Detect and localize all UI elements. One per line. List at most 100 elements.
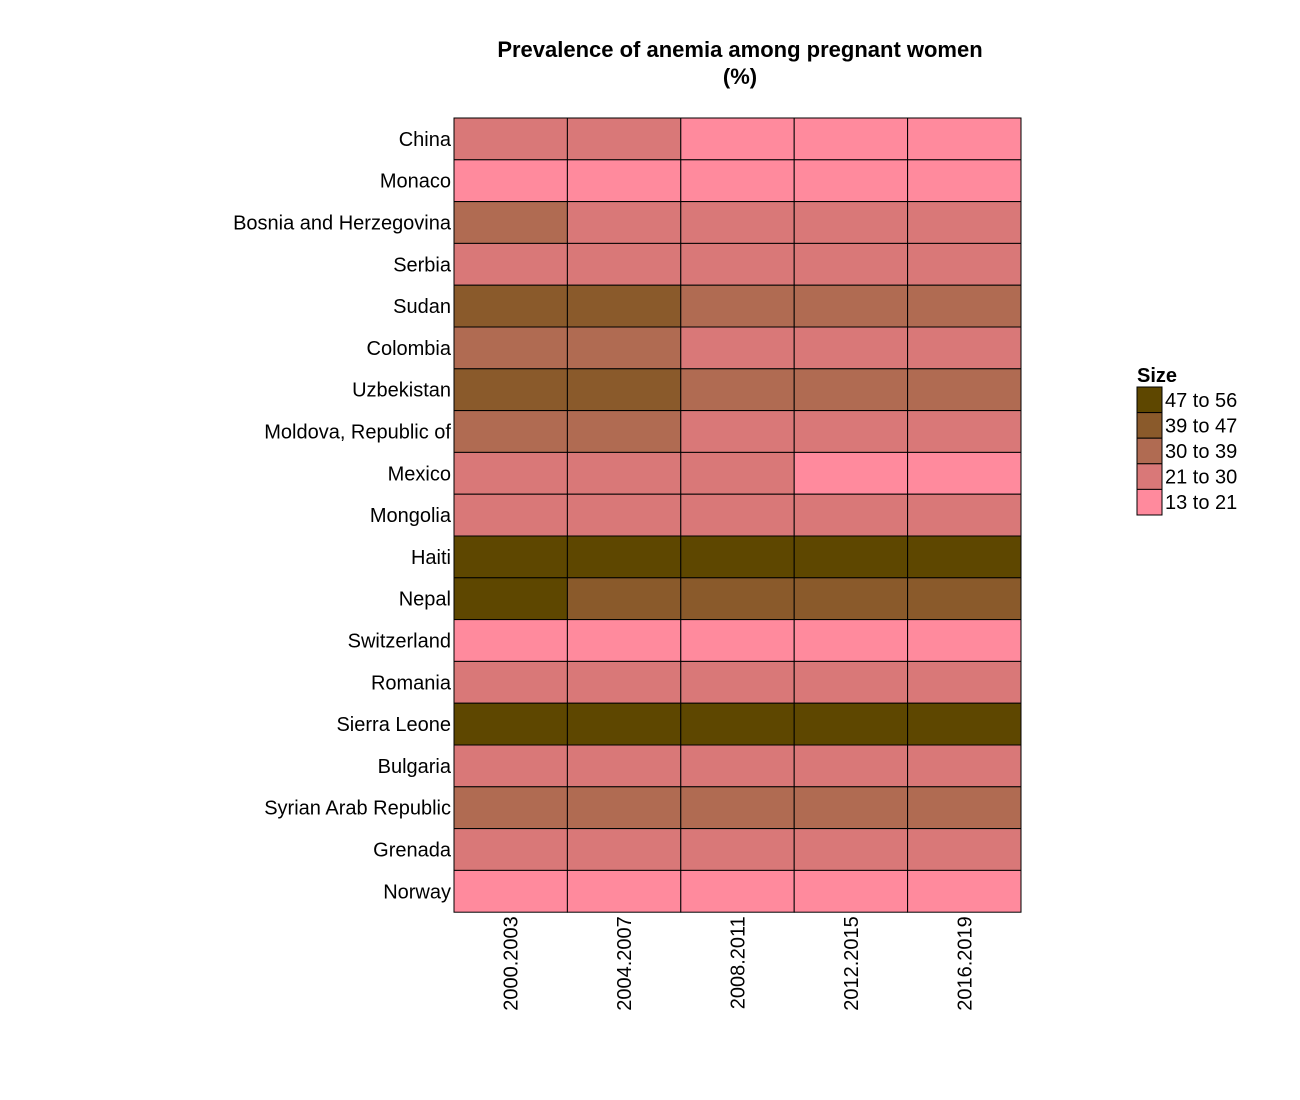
heatmap-cell	[907, 159, 1022, 203]
heatmap-cell	[680, 577, 795, 621]
row-label: Moldova, Republic of	[264, 422, 451, 444]
column-label: 2012.2015	[841, 916, 863, 1011]
legend-label: 47 to 56	[1165, 390, 1237, 412]
chart-title-line-1: Prevalence of anemia among pregnant wome…	[497, 37, 982, 62]
heatmap-cell	[907, 535, 1022, 579]
heatmap-cell	[793, 368, 909, 412]
heatmap-cell	[453, 786, 568, 830]
heatmap-cell	[680, 242, 795, 286]
row-label: Norway	[383, 881, 451, 903]
heatmap-cell	[793, 117, 909, 161]
heatmap-cell	[566, 828, 682, 871]
heatmap-cell	[680, 702, 795, 746]
heatmap-cell	[680, 201, 795, 244]
column-label: 2016.2019	[954, 916, 976, 1011]
heatmap-cell	[793, 660, 909, 704]
heatmap-cell	[793, 284, 909, 328]
heatmap-cell	[453, 577, 568, 621]
heatmap-cell	[793, 159, 909, 203]
row-label: Switzerland	[348, 631, 451, 653]
heatmap-cell	[793, 619, 909, 662]
heatmap-cell	[907, 493, 1022, 537]
legend-label: 39 to 47	[1165, 415, 1237, 437]
heatmap-cell	[680, 660, 795, 704]
row-label: Mexico	[388, 463, 451, 485]
legend-label: 30 to 39	[1165, 441, 1237, 463]
heatmap-cell	[453, 117, 568, 161]
heatmap-cell	[680, 619, 795, 662]
heatmap-cell	[566, 535, 682, 579]
heatmap-cell	[680, 493, 795, 537]
heatmap-cell	[453, 619, 568, 662]
heatmap-cell	[453, 284, 568, 328]
heatmap-cell	[907, 201, 1022, 244]
heatmap-cell	[680, 284, 795, 328]
heatmap-cell	[793, 744, 909, 788]
row-label: China	[399, 129, 452, 151]
heatmap-cell	[566, 786, 682, 830]
heatmap-cell	[907, 869, 1022, 913]
heatmap-cell	[907, 786, 1022, 830]
heatmap-cell	[907, 326, 1022, 370]
heatmap-cell	[453, 451, 568, 495]
heatmap-cell	[680, 786, 795, 830]
row-label: Haiti	[411, 547, 451, 569]
heatmap-cell	[793, 201, 909, 244]
heatmap-cell	[566, 577, 682, 621]
row-label: Sudan	[393, 296, 451, 318]
heatmap-cell	[453, 828, 568, 871]
chart-title-line-2: (%)	[723, 64, 757, 89]
heatmap-cell	[566, 326, 682, 370]
heatmap-cell	[566, 702, 682, 746]
heatmap-cell	[907, 744, 1022, 788]
column-labels: 2000.2003 2004.2007 2008.2011 2012.2015 2016…	[501, 916, 977, 1011]
heatmap-cell	[680, 368, 795, 412]
heatmap-cell	[566, 493, 682, 537]
heatmap-cell	[793, 242, 909, 286]
heatmap-cell	[907, 828, 1022, 871]
heatmap-cell	[793, 451, 909, 495]
heatmap-cell	[680, 410, 795, 453]
column-label: 2008.2011	[728, 916, 750, 1009]
row-label: Nepal	[399, 589, 451, 611]
row-label: Romania	[371, 672, 452, 694]
heatmap-cell	[566, 744, 682, 788]
heatmap-cell	[793, 828, 909, 871]
heatmap-cell	[453, 869, 568, 913]
heatmap-cell	[566, 159, 682, 203]
heatmap-cell	[453, 660, 568, 704]
heatmap-cell	[566, 451, 682, 495]
heatmap-cell	[680, 451, 795, 495]
heatmap-cell	[453, 493, 568, 537]
heatmap-cell	[453, 744, 568, 788]
heatmap-cell	[680, 828, 795, 871]
heatmap-cell	[566, 201, 682, 244]
legend-swatch	[1136, 463, 1163, 490]
heatmap-cell	[566, 869, 682, 913]
heatmap-cell	[907, 702, 1022, 746]
heatmap-cell	[793, 577, 909, 621]
row-label: Syrian Arab Republic	[264, 798, 451, 820]
heatmap-cell	[453, 702, 568, 746]
legend-label: 21 to 30	[1165, 467, 1237, 489]
column-label: 2004.2007	[614, 916, 636, 1011]
heatmap-cell	[907, 577, 1022, 621]
legend-swatch	[1136, 488, 1163, 516]
legend-swatch	[1136, 437, 1163, 465]
heatmap-cell	[453, 159, 568, 203]
heatmap-cell	[907, 410, 1022, 453]
heatmap-cell	[907, 451, 1022, 495]
row-label: Bosnia and Herzegovina	[233, 213, 452, 235]
legend: Size 47 to 56 39 to 47 30 to 39 21 to 30 13 …	[1136, 365, 1237, 516]
heatmap-cell	[793, 326, 909, 370]
heatmap-cell	[680, 159, 795, 203]
heatmap-cell	[566, 242, 682, 286]
heatmap-cell	[907, 660, 1022, 704]
heatmap-cell	[793, 535, 909, 579]
heatmap-cell	[453, 368, 568, 412]
heatmap-cell	[680, 744, 795, 788]
row-labels: China Monaco Bosnia and Herzegovina Serbia S…	[233, 129, 452, 903]
heatmap-cell	[907, 284, 1022, 328]
heatmap-cell	[793, 410, 909, 453]
